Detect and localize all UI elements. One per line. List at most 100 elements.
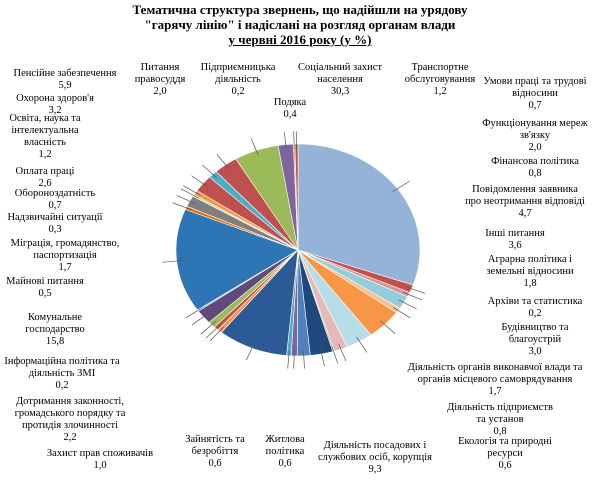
slice-value: 9,3: [368, 464, 382, 475]
slice-name: Питання правосуддя: [134, 62, 186, 85]
slice-label: Діяльність посадових і службових осіб, к…: [310, 440, 440, 476]
leader-line: [320, 348, 325, 367]
slice-label: Пенсійне забезпечення 5,9: [5, 68, 125, 92]
slice-name: Аграрна політика і земельні відносини: [486, 254, 574, 277]
leader-line: [191, 175, 208, 188]
slice-label: Екологія та природні ресурси 0,6: [450, 436, 560, 472]
slice-name: Захист прав споживачів: [46, 448, 154, 459]
slice-name: Оплата праці: [15, 166, 75, 177]
slice-label: Повідомлення заявника про неотримання ві…: [465, 184, 585, 220]
leader-line: [287, 350, 290, 369]
slice-label: Умови праці та трудові відносини 0,7: [475, 76, 595, 112]
slice-name: Функціонування мереж зв'язку: [482, 118, 588, 141]
slice-value: 0,5: [38, 288, 52, 299]
slice-label: Транспортне обслуговування 1,2: [395, 62, 485, 98]
slice-value: 2,0: [528, 142, 542, 153]
slice-name: Будівництво та благоустрій: [501, 322, 569, 345]
slice-value: 3,0: [528, 346, 542, 357]
slice-value: 3,6: [508, 240, 522, 251]
slice-label: Освіта, наука та інтелектуальна власніст…: [0, 113, 95, 161]
leader-line: [191, 313, 209, 326]
slice-value: 3,2: [48, 105, 62, 116]
slice-name: Міграція, громадянство, паспортизація: [10, 238, 120, 261]
slice-value: 15,8: [45, 336, 65, 347]
slice-value: 0,7: [528, 100, 542, 111]
slice-value: 1,8: [523, 278, 537, 289]
slice-name: Житлова політика: [265, 434, 305, 457]
slice-name: Діяльність підприємств та установ: [447, 402, 553, 425]
leader-line: [246, 343, 255, 361]
slice-label: Підприємницька діяльність 0,2: [193, 62, 283, 98]
slice-label: Дотримання законності, громадського поря…: [0, 396, 140, 444]
leader-line: [392, 181, 410, 193]
slice-name: Дотримання законності, громадського поря…: [14, 396, 126, 431]
slice-name: Діяльність органів виконавчої влади та о…: [407, 362, 583, 385]
slice-label: Функціонування мереж зв'язку 2,0: [475, 118, 595, 154]
slice-value: 2,2: [63, 432, 77, 443]
slice-name: Інші питання: [485, 228, 545, 239]
leader-line: [392, 307, 411, 319]
slice-name: Умови праці та трудові відносини: [483, 76, 587, 99]
leader-line: [303, 350, 305, 369]
slice-value: 0,2: [231, 86, 245, 97]
slice-name: Транспортне обслуговування: [404, 62, 476, 85]
slice-name: Соціальний захист населення: [298, 62, 382, 85]
leader-line: [185, 307, 204, 319]
slice-value: 1,2: [38, 149, 52, 160]
slice-value: 2,6: [38, 178, 52, 189]
leader-line: [293, 131, 295, 150]
slice-value: 0,8: [493, 426, 507, 437]
leader-line: [380, 320, 396, 334]
slice-label: Діяльність підприємств та установ 0,8: [445, 402, 555, 438]
slice-value: 0,2: [528, 308, 542, 319]
slice-label: Соціальний захист населення 30,3: [285, 62, 395, 98]
slice-value: 4,7: [518, 208, 532, 219]
chart-title: Тематична структура звернень, що надійшл…: [132, 2, 468, 32]
slice-value: 0,3: [48, 224, 62, 235]
slice-value: 0,6: [208, 458, 222, 469]
leader-line: [205, 324, 221, 339]
slice-name: Фінансова політика: [491, 156, 579, 167]
leader-line: [172, 202, 192, 211]
slice-name: Пенсійне забезпечення: [13, 68, 117, 79]
leader-line: [405, 286, 426, 294]
slice-name: Повідомлення заявника про неотримання ві…: [465, 184, 585, 207]
slice-name: Обороноздатність: [14, 188, 96, 199]
slice-label: Обороноздатність 0,7: [0, 188, 110, 212]
leader-line: [202, 164, 218, 179]
leader-line: [216, 154, 230, 170]
slice-label: Зайнятість та безробіття 0,6: [180, 434, 250, 470]
slice-value: 2,0: [153, 86, 167, 97]
slice-label: Фінансова політика 0,8: [480, 156, 590, 180]
leader-line: [250, 138, 259, 156]
slice-value: 5,9: [58, 80, 72, 91]
slice-name: Зайнятість та безробіття: [185, 434, 245, 457]
slice-name: Надзвичайні ситуації: [7, 212, 103, 223]
slice-name: Архіви та статистика: [487, 296, 583, 307]
slice-value: 0,7: [48, 200, 62, 211]
leader-line: [209, 326, 224, 342]
leader-line: [403, 292, 423, 301]
slice-name: Екологія та природні ресурси: [458, 436, 552, 459]
chart-subtitle: у червні 2016 року (у %): [228, 32, 372, 47]
slice-value: 0,6: [498, 460, 512, 471]
slice-name: Охорона здоров'я: [16, 93, 94, 104]
slice-value: 1,0: [93, 460, 107, 471]
title-block: Тематична структура звернень, що надійшл…: [120, 2, 480, 47]
slice-value: 1,2: [433, 86, 447, 97]
leader-line: [331, 346, 339, 364]
leader-line: [200, 320, 217, 335]
leader-line: [338, 344, 347, 362]
slice-name: Майнові питання: [6, 276, 84, 287]
slice-label: Захист прав споживачів 1,0: [10, 448, 190, 472]
slice-label: Питання правосуддя 2,0: [130, 62, 190, 98]
leader-line: [180, 188, 199, 199]
slice-label: Міграція, громадянство, паспортизація 1,7: [0, 238, 130, 274]
leader-line: [183, 185, 201, 196]
slice-name: Комунальне господарство: [25, 312, 85, 335]
slice-label: Майнові питання 0,5: [0, 276, 90, 300]
slice-name: Інформаційна політика та діяльність ЗМІ: [4, 356, 120, 379]
slice-label: Інформаційна політика та діяльність ЗМІ 0…: [0, 356, 127, 392]
